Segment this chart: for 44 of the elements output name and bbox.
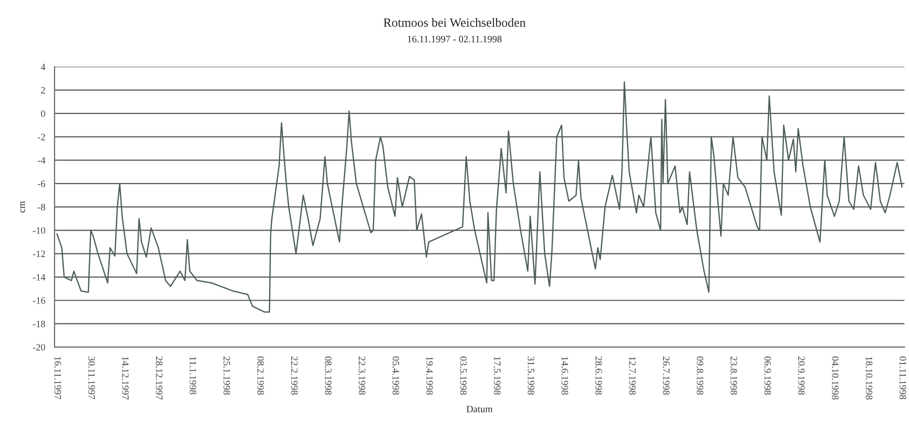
x-tick-label: 25.1.1998 xyxy=(223,356,230,395)
x-tick-label: 14.12.1997 xyxy=(122,356,129,400)
x-tick-label: 09.8.1998 xyxy=(696,356,704,395)
y-tick-label: -20 xyxy=(32,344,46,351)
x-axis-title: Datum xyxy=(466,406,493,412)
x-tick-label: 08.2.1998 xyxy=(257,356,264,395)
x-tick-label: 03.5.1998 xyxy=(460,356,467,395)
y-tick-label: 4 xyxy=(40,64,46,70)
y-tick-label: -4 xyxy=(38,157,46,164)
y-tick-label: -14 xyxy=(32,274,46,280)
y-tick-label: -2 xyxy=(38,134,45,140)
x-tick-label: 28.12.1997 xyxy=(156,356,162,400)
y-tick-label: 0 xyxy=(41,110,46,117)
x-tick-label: 22.2.1998 xyxy=(291,356,298,395)
chart-title: Rotmoos bei Weichselboden xyxy=(384,18,526,27)
x-tick-label: 28.6.1998 xyxy=(595,356,602,395)
x-tick-label: 06.9.1998 xyxy=(764,356,771,395)
y-tick-label: -12 xyxy=(32,250,45,258)
x-tick-label: 19.4.1998 xyxy=(426,356,433,395)
x-tick-label: 11.1.1998 xyxy=(190,356,196,394)
x-tick-label: 05.4.1998 xyxy=(392,356,400,395)
x-tick-label: 20.9.1998 xyxy=(798,356,805,395)
x-tick-label: 30.11.1997 xyxy=(88,356,95,400)
x-tick-label: 12.7.1998 xyxy=(629,356,636,395)
x-tick-label: 14.6.1998 xyxy=(562,356,568,395)
x-tick-label: 22.3.1998 xyxy=(358,356,366,395)
x-tick-label: 18.10.1998 xyxy=(866,356,872,400)
y-tick-label: 2 xyxy=(41,87,45,94)
x-tick-label: 23.8.1998 xyxy=(730,356,738,395)
x-tick-label: 31.5.1998 xyxy=(528,356,534,395)
y-tick-label: -18 xyxy=(32,320,46,328)
x-tick-label: 01.11.1998 xyxy=(900,356,906,400)
x-tick-label: 08.3.1998 xyxy=(324,356,332,395)
y-tick-label: -10 xyxy=(32,227,46,234)
y-tick-label: -6 xyxy=(38,180,46,188)
y-tick-label: -16 xyxy=(32,297,46,304)
y-tick-label: -8 xyxy=(38,204,46,210)
x-tick-label: 17.5.1998 xyxy=(494,356,501,395)
chart-subtitle: 16.11.1997 - 02.11.1998 xyxy=(408,36,502,42)
x-tick-label: 04.10.1998 xyxy=(832,356,839,400)
x-tick-label: 16.11.1997 xyxy=(54,356,62,400)
x-tick-label: 26.7.1998 xyxy=(662,356,670,395)
line-series xyxy=(56,81,903,313)
y-axis-title: cm xyxy=(20,201,26,212)
